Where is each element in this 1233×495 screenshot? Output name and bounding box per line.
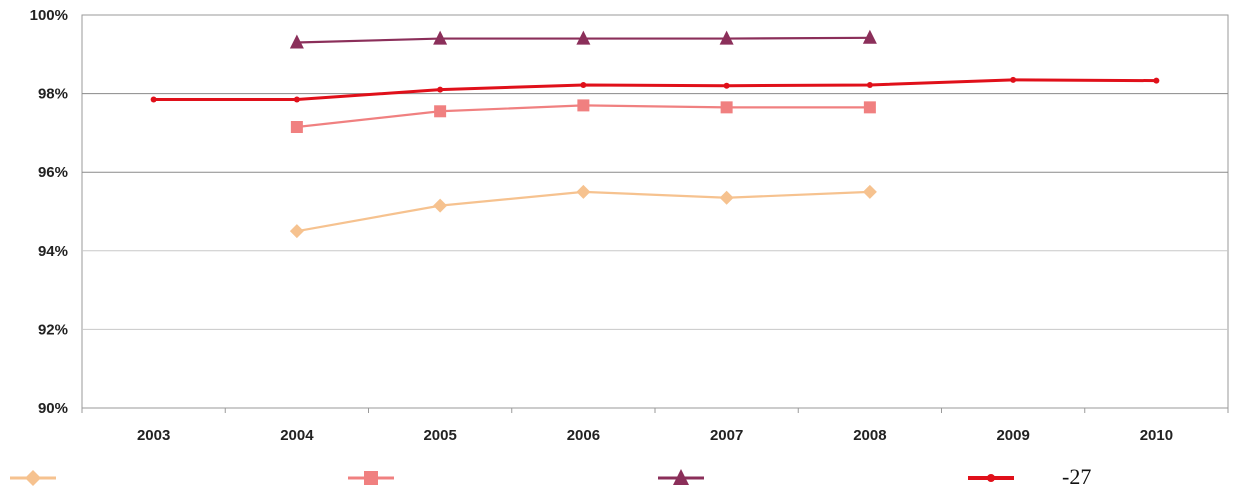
- data-point: [863, 101, 876, 114]
- plot-area: [81, 14, 1229, 409]
- legend-marker-4: [987, 474, 995, 482]
- x-tick-label: 2010: [1140, 427, 1173, 444]
- legend-marker-1: [25, 470, 41, 486]
- y-tick-label: 90%: [38, 400, 68, 417]
- y-tick-label: 100%: [30, 7, 68, 24]
- x-tick-label: 2009: [996, 427, 1029, 444]
- y-tick-label: 96%: [38, 164, 68, 181]
- x-tick-label: 2005: [423, 427, 456, 444]
- data-point: [862, 29, 877, 44]
- data-point: [1153, 77, 1160, 84]
- x-tick-label: 2007: [710, 427, 743, 444]
- y-tick-label: 92%: [38, 321, 68, 338]
- data-point: [576, 184, 591, 199]
- data-point: [434, 105, 447, 118]
- x-tick-label: 2003: [137, 427, 170, 444]
- data-point: [289, 34, 304, 49]
- data-point: [720, 101, 733, 114]
- data-point: [577, 99, 590, 112]
- data-point: [289, 224, 304, 239]
- x-tick-label: 2008: [853, 427, 886, 444]
- data-point: [437, 86, 444, 93]
- data-point: [293, 96, 300, 103]
- legend-marker-3: [673, 469, 689, 485]
- data-point: [433, 198, 448, 213]
- x-tick-label: 2006: [567, 427, 600, 444]
- y-tick-label: 98%: [38, 86, 68, 103]
- data-point: [433, 30, 448, 45]
- x-tick-label: 2004: [280, 427, 314, 444]
- legend-marker-2: [364, 471, 378, 485]
- data-point: [719, 190, 734, 205]
- data-point: [1010, 76, 1017, 83]
- series-line-4: [153, 78, 1157, 101]
- data-point: [290, 121, 303, 134]
- data-point: [866, 81, 873, 88]
- data-point: [723, 82, 730, 89]
- data-point: [150, 96, 157, 103]
- data-point: [576, 30, 591, 45]
- data-point: [719, 30, 734, 45]
- legend-suffix-text: -27: [1062, 464, 1092, 489]
- y-tick-label: 94%: [38, 243, 68, 260]
- data-point: [580, 81, 587, 88]
- data-point: [862, 184, 877, 199]
